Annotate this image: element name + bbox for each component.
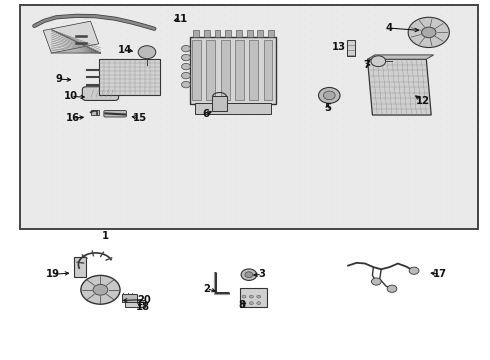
Circle shape [242, 302, 246, 305]
Text: 10: 10 [64, 91, 78, 102]
Bar [246, 30, 252, 37]
Ellipse shape [181, 54, 190, 61]
Text: 15: 15 [133, 113, 147, 123]
Bar [235, 40, 244, 100]
Text: 12: 12 [416, 96, 429, 106]
Circle shape [242, 295, 246, 298]
Bar [264, 40, 272, 100]
Ellipse shape [181, 72, 190, 79]
Text: 20: 20 [138, 294, 151, 305]
Bar [225, 30, 231, 37]
Text: 6: 6 [202, 109, 209, 120]
Bar [193, 30, 199, 37]
Circle shape [138, 46, 156, 59]
Polygon shape [368, 55, 434, 59]
Ellipse shape [181, 81, 190, 88]
Circle shape [408, 17, 449, 48]
Circle shape [387, 285, 397, 292]
Bar [125, 300, 145, 307]
Text: 9: 9 [55, 74, 62, 84]
Circle shape [245, 272, 253, 278]
Bar [204, 30, 210, 37]
Circle shape [421, 27, 436, 38]
Text: 16: 16 [66, 113, 79, 123]
Ellipse shape [181, 45, 190, 52]
Circle shape [81, 275, 120, 304]
Text: 3: 3 [259, 269, 266, 279]
Text: 13: 13 [332, 42, 346, 52]
Circle shape [93, 284, 108, 295]
Text: 4: 4 [386, 23, 393, 33]
Text: 18: 18 [136, 302, 150, 312]
Text: 2: 2 [203, 284, 210, 294]
Polygon shape [368, 59, 431, 115]
Circle shape [318, 87, 340, 103]
Circle shape [409, 267, 419, 274]
Bar [249, 40, 258, 100]
Bar [240, 288, 267, 307]
Bar [268, 30, 274, 37]
Bar [43, 21, 99, 53]
FancyBboxPatch shape [82, 87, 119, 100]
Text: 8: 8 [238, 300, 245, 310]
Bar [195, 103, 270, 114]
Text: 17: 17 [433, 269, 447, 279]
Bar [347, 40, 355, 56]
FancyBboxPatch shape [104, 111, 126, 117]
Bar [91, 110, 99, 115]
Bar [215, 30, 220, 37]
Text: 11: 11 [174, 14, 189, 24]
Ellipse shape [181, 63, 190, 70]
Text: 7: 7 [363, 60, 370, 70]
Bar [220, 40, 229, 100]
Bar [236, 30, 242, 37]
Bar [99, 59, 161, 95]
Text: 19: 19 [46, 269, 60, 279]
Circle shape [323, 91, 335, 100]
Circle shape [249, 302, 253, 305]
Bar [206, 40, 215, 100]
Bar [20, 5, 478, 229]
Bar [122, 294, 137, 302]
Text: 1: 1 [102, 231, 109, 241]
Circle shape [257, 295, 261, 298]
Text: 5: 5 [324, 103, 331, 113]
Circle shape [241, 269, 257, 280]
Text: 14: 14 [118, 45, 132, 55]
Circle shape [371, 278, 381, 285]
Bar [212, 96, 227, 111]
Circle shape [371, 56, 386, 67]
Bar [190, 37, 275, 104]
Bar [257, 30, 263, 37]
Bar [74, 257, 86, 277]
Circle shape [257, 302, 261, 305]
Circle shape [249, 295, 253, 298]
Bar [192, 40, 201, 100]
